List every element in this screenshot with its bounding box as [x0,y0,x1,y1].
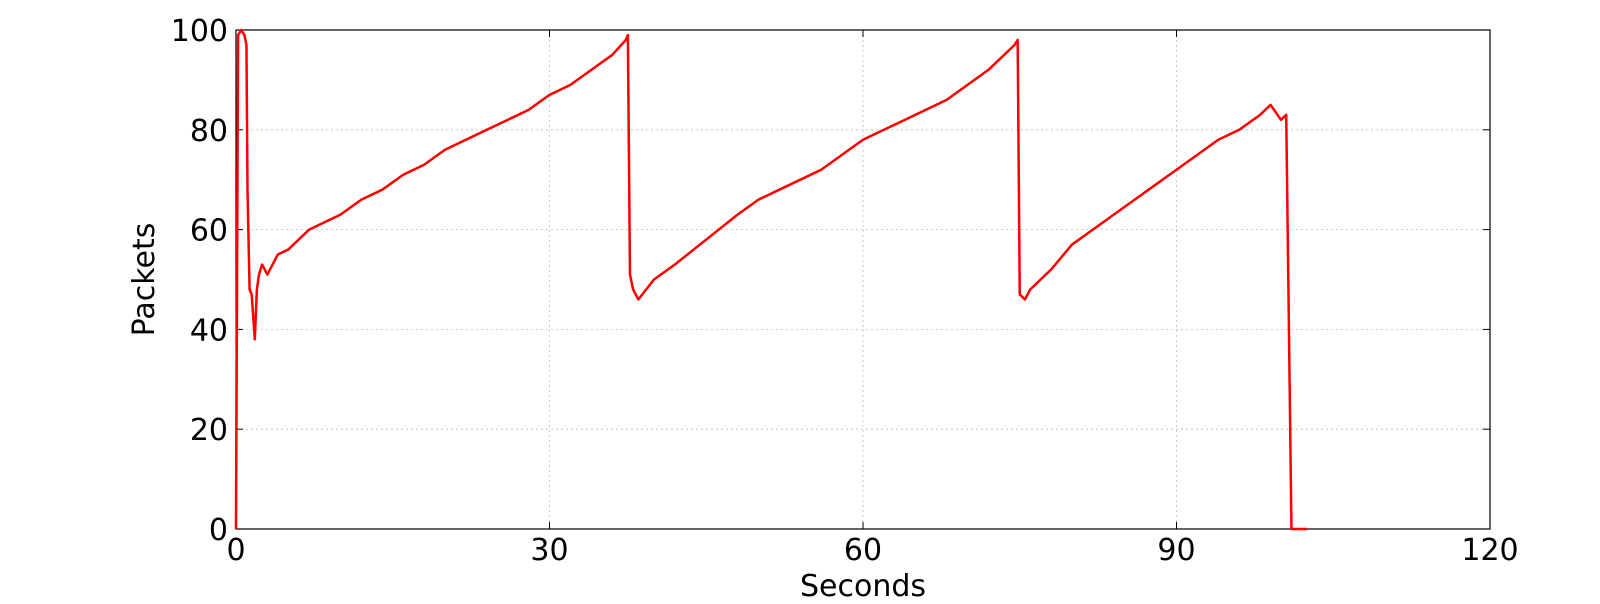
y-axis-label: Packets [127,223,162,337]
y-tick-label: 80 [190,114,228,149]
y-tick-label: 60 [190,214,228,249]
y-tick-label: 20 [190,413,228,448]
y-tick-label: 0 [209,513,228,548]
x-axis-label: Seconds [800,569,926,600]
axis-ticks: 0 30 60 90 120 0 20 40 60 80 100 [171,14,1519,568]
x-tick-label: 0 [226,533,245,568]
series-layer [234,28,1308,531]
y-tick-label: 40 [190,313,228,348]
series-line [234,28,1308,531]
plot-frame [235,29,1491,530]
x-tick-label: 90 [1157,533,1195,568]
grid [236,30,1490,529]
x-tick-label: 120 [1461,533,1518,568]
x-tick-label: 30 [530,533,568,568]
x-tick-label: 60 [844,533,882,568]
y-tick-label: 100 [171,14,228,49]
